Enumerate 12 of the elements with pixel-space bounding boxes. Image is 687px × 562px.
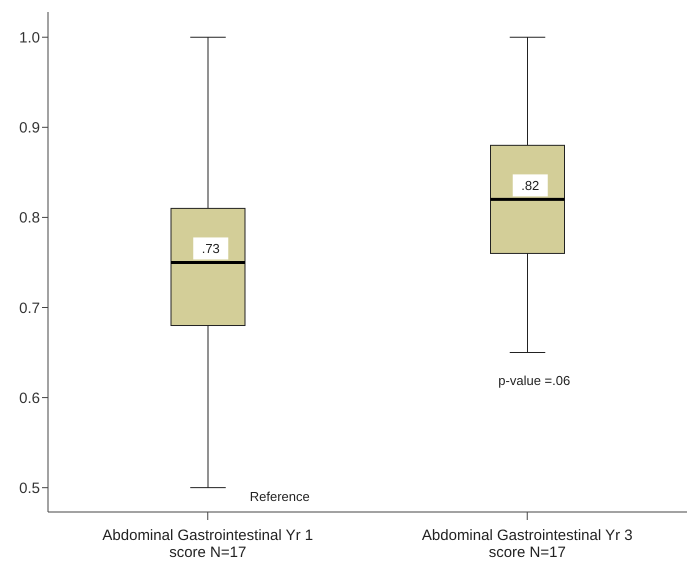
annotation: .73 <box>202 240 220 256</box>
y-tick-label: 0.6 <box>19 390 40 407</box>
y-tick-label: 0.8 <box>19 210 40 227</box>
y-tick-label: 1.0 <box>19 30 40 47</box>
y-tick-label: 0.7 <box>19 300 40 317</box>
x-tick-label: Abdominal Gastrointestinal Yr 3 score N=17 <box>422 527 633 561</box>
annotation: .82 <box>521 178 540 193</box>
y-tick-label: 0.5 <box>19 480 40 497</box>
y-tick-label: 0.9 <box>19 120 40 137</box>
annotation: p-value =.06 <box>498 373 570 388</box>
annotation: Reference <box>250 489 310 504</box>
x-tick-label: Abdominal Gastrointestinal Yr 1 score N=17 <box>102 527 314 561</box>
